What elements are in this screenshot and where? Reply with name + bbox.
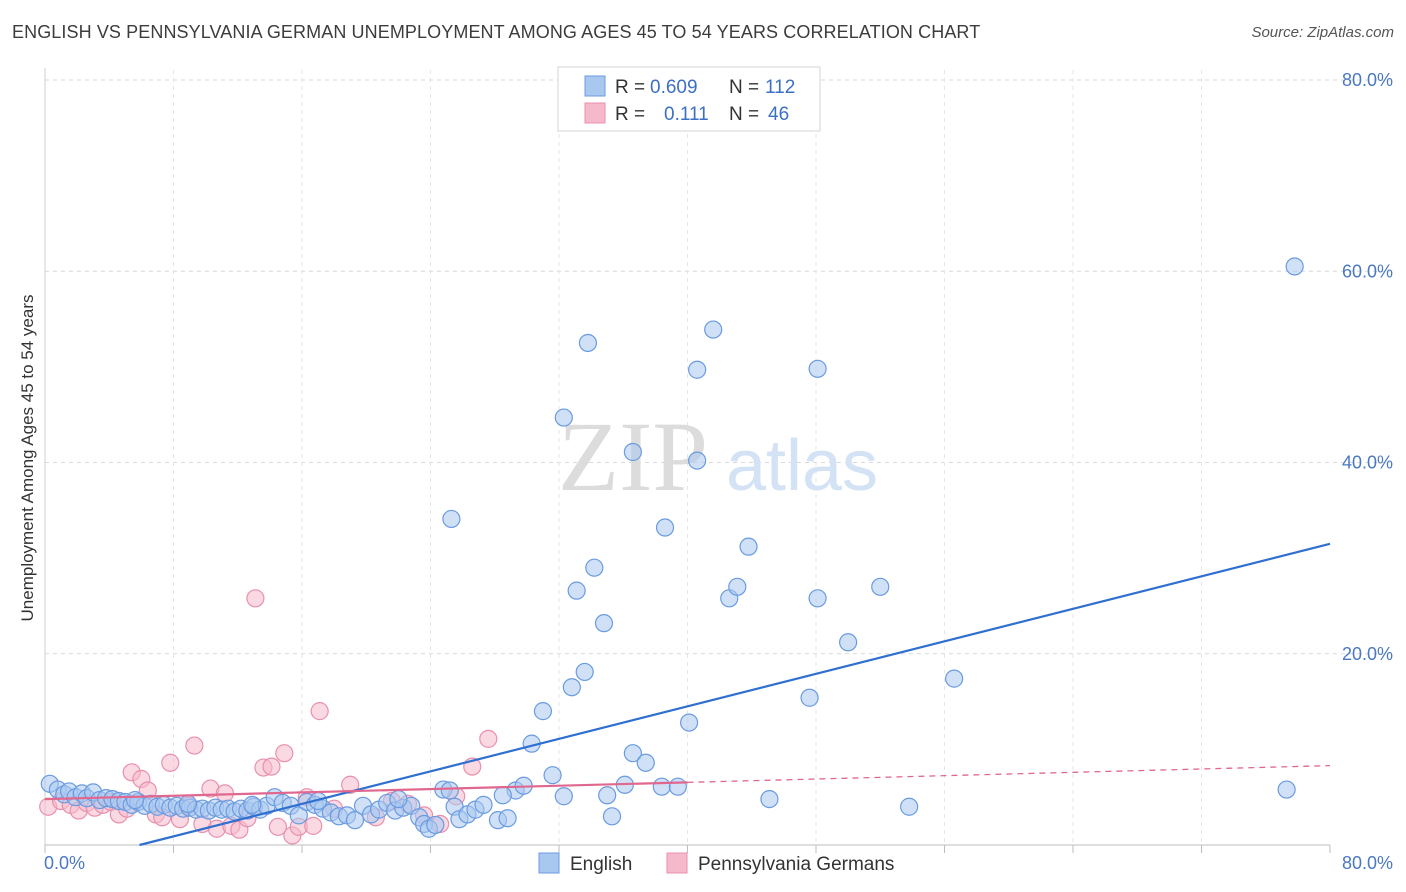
english-point (871, 577, 890, 596)
english-point (585, 558, 604, 577)
bottom-legend-swatch-english (538, 852, 560, 874)
correlation-legend: R = 0.609 N = 112 R = 0.111 N = 46 (557, 66, 821, 132)
legend-n-label: N = (729, 77, 759, 98)
english-point (498, 809, 517, 828)
english-point (598, 786, 617, 805)
watermark-atlas: atlas (726, 426, 878, 506)
english-point (493, 786, 512, 805)
english-point (623, 744, 642, 763)
bottom-legend-english: English (570, 854, 632, 875)
legend-swatch-pa-germans (584, 102, 606, 124)
pa-german-point (310, 702, 329, 721)
english-point (289, 806, 308, 825)
english-point (800, 688, 819, 707)
pa-german-point (479, 729, 498, 748)
pa-german-point (161, 753, 180, 772)
english-point (345, 811, 365, 830)
english-trend-line (139, 542, 1331, 847)
y-tick-label: 20.0% (1342, 644, 1393, 664)
english-point (442, 509, 461, 529)
english-point (739, 537, 758, 556)
bottom-legend-swatch-pa-germans (666, 852, 688, 874)
y-tick-label: 60.0% (1342, 261, 1393, 281)
pa-german-point (246, 589, 265, 608)
english-point (575, 662, 594, 682)
english-point (688, 451, 707, 470)
english-point (125, 790, 145, 810)
series-legend: English Pennsylvania Germans (538, 852, 894, 875)
english-point (533, 702, 553, 721)
english-point (652, 777, 671, 796)
english-point (668, 777, 687, 796)
english-point (243, 795, 262, 814)
data-points (39, 257, 1304, 845)
legend-n-value: 112 (765, 77, 795, 98)
axis-tick-labels: 20.0% 40.0% 60.0% 80.0% 0.0% 80.0% (44, 70, 1393, 873)
pa-german-point (185, 736, 204, 755)
english-point (594, 614, 614, 633)
english-point (474, 795, 493, 814)
english-point (389, 789, 408, 809)
english-point (578, 333, 598, 353)
english-point (567, 581, 586, 600)
legend-r-label: R = (615, 104, 645, 125)
english-point (688, 360, 707, 379)
x-tick-label: 80.0% (1342, 853, 1393, 873)
english-point (1277, 780, 1296, 799)
bottom-legend-pa-germans: Pennsylvania Germans (698, 854, 894, 875)
english-point (426, 815, 445, 835)
chart-source: Source: ZipAtlas.com (1251, 24, 1394, 41)
pa-german-point (304, 816, 323, 835)
english-point (704, 320, 723, 339)
english-point (623, 442, 642, 462)
english-point (602, 807, 622, 826)
legend-n-value: 46 (768, 104, 789, 125)
trend-lines (44, 542, 1331, 847)
english-point (636, 753, 655, 772)
english-point (808, 589, 827, 608)
english-point (680, 713, 699, 732)
english-point (900, 797, 919, 816)
legend-swatch-english (584, 75, 606, 97)
y-tick-label: 80.0% (1342, 70, 1393, 90)
english-point (945, 669, 964, 688)
pa-german-point (275, 744, 294, 763)
x-tick-label: 0.0% (44, 853, 85, 873)
english-point (554, 787, 573, 806)
y-tick-label: 40.0% (1342, 453, 1393, 473)
english-point (728, 577, 747, 596)
legend-r-label: R = (615, 77, 645, 98)
zipatlas-watermark: ZIP atlas (558, 401, 878, 512)
legend-r-value: 0.111 (664, 104, 709, 125)
english-point (655, 518, 675, 537)
grid-lines (44, 68, 1390, 853)
pa-german-point (262, 757, 281, 776)
english-point (440, 781, 459, 800)
pa-german-point (341, 775, 360, 794)
english-point (562, 678, 581, 697)
pa-german-trend-line (44, 781, 688, 801)
english-point (178, 794, 198, 813)
legend-r-value: 0.609 (650, 77, 698, 98)
english-point (554, 408, 573, 427)
legend-n-label: N = (729, 104, 759, 125)
pa-german-trend-line-extension (687, 764, 1331, 784)
pa-german-point (268, 817, 288, 836)
english-point (1285, 257, 1304, 276)
english-point (760, 789, 779, 809)
english-point (808, 359, 827, 378)
chart-title: ENGLISH VS PENNSYLVANIA GERMAN UNEMPLOYM… (12, 22, 981, 42)
english-point (839, 633, 858, 652)
english-point (543, 766, 562, 785)
